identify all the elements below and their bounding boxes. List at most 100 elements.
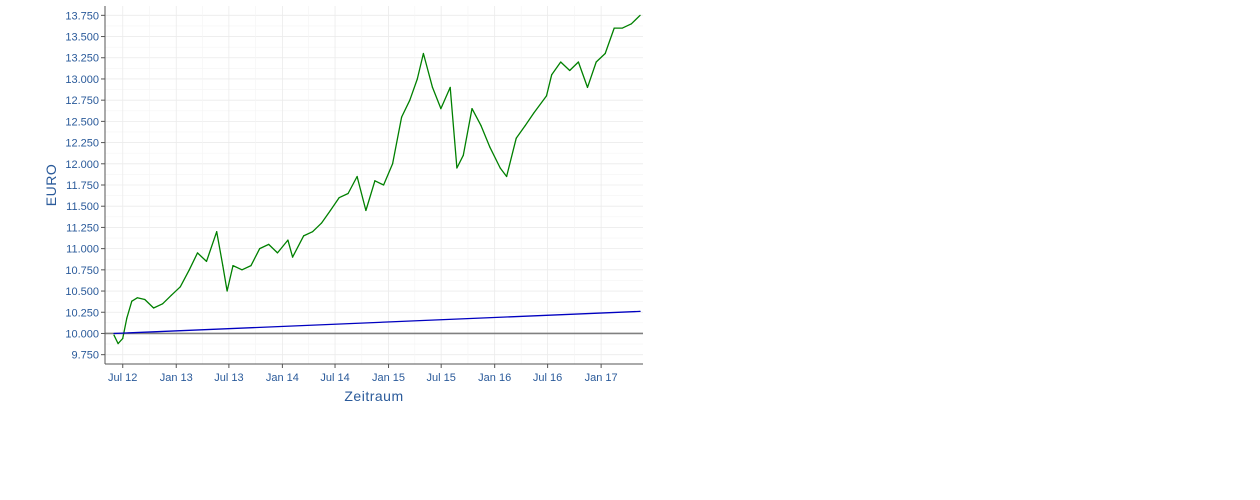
series-point bbox=[416, 78, 418, 80]
series-point bbox=[287, 239, 289, 241]
series-point bbox=[545, 95, 548, 97]
series-point bbox=[515, 137, 517, 139]
series-point bbox=[329, 209, 331, 212]
x-tick-label: Jul 13 bbox=[214, 372, 243, 384]
series-point bbox=[241, 269, 243, 271]
series-point bbox=[449, 86, 451, 89]
y-tick-label: 13.750 bbox=[65, 10, 99, 22]
series-point bbox=[117, 343, 119, 345]
series-point bbox=[639, 310, 641, 313]
series-point bbox=[347, 192, 349, 195]
y-axis-ticks: 9.750 10.000 10.250 10.500 10.750 11.000 11.25… bbox=[65, 10, 105, 362]
series-point bbox=[250, 264, 252, 267]
series-point bbox=[392, 163, 394, 165]
series-point bbox=[179, 286, 181, 288]
series-point bbox=[639, 14, 641, 16]
x-tick-label: Jan 13 bbox=[160, 372, 193, 384]
series-point bbox=[170, 294, 172, 296]
series-line-blue bbox=[113, 310, 641, 335]
y-tick-label: 11.000 bbox=[66, 244, 99, 256]
y-tick-label: 10.000 bbox=[65, 328, 99, 340]
series-point bbox=[356, 175, 358, 178]
x-tick-label: Jul 14 bbox=[320, 372, 349, 384]
x-tick-label: Jul 12 bbox=[108, 372, 137, 384]
y-tick-label: 13.000 bbox=[65, 74, 99, 86]
series-point bbox=[604, 52, 606, 55]
series-point bbox=[232, 264, 234, 267]
series-point bbox=[320, 222, 322, 224]
series-point bbox=[312, 231, 314, 233]
series-point bbox=[126, 317, 128, 319]
y-tick-label: 12.750 bbox=[65, 95, 99, 107]
series-point bbox=[113, 334, 115, 336]
series-point bbox=[188, 269, 190, 271]
series-point bbox=[524, 125, 526, 127]
series-point bbox=[205, 260, 208, 262]
x-axis-title: Zeitraum bbox=[344, 388, 403, 404]
y-tick-label: 10.750 bbox=[65, 265, 99, 277]
series-point bbox=[268, 243, 270, 245]
series-point bbox=[489, 146, 491, 148]
series-point bbox=[401, 116, 403, 118]
y-tick-label: 11.750 bbox=[66, 180, 99, 192]
series-point bbox=[113, 332, 115, 335]
series-point bbox=[161, 303, 164, 305]
series-point bbox=[374, 180, 376, 182]
series-point bbox=[131, 300, 133, 302]
series-point bbox=[577, 61, 580, 63]
y-tick-label: 10.250 bbox=[65, 307, 99, 319]
series-point bbox=[222, 264, 224, 267]
y-tick-label: 12.500 bbox=[65, 116, 99, 128]
series-point bbox=[551, 74, 553, 76]
series-point bbox=[586, 86, 589, 89]
series-point bbox=[560, 61, 562, 63]
series-point bbox=[440, 108, 442, 110]
y-tick-label: 9.750 bbox=[71, 350, 99, 362]
series-point bbox=[338, 197, 340, 199]
x-axis-ticks: Jul 12 Jan 13 Jul 13 Jan 14 Jul 14 Jan 15 Jul … bbox=[108, 364, 618, 384]
series-point bbox=[533, 112, 535, 114]
y-tick-label: 10.500 bbox=[65, 286, 99, 298]
series-point bbox=[409, 99, 411, 101]
series-point bbox=[259, 248, 261, 250]
y-tick-label: 13.250 bbox=[65, 53, 99, 65]
series-point bbox=[303, 235, 305, 237]
series-point bbox=[216, 231, 218, 233]
x-tick-label: Jan 15 bbox=[372, 372, 405, 384]
y-axis-title: EURO bbox=[43, 164, 59, 206]
series-point bbox=[144, 298, 146, 301]
series-point bbox=[499, 167, 501, 169]
series-point bbox=[630, 23, 632, 25]
x-tick-label: Jan 17 bbox=[585, 372, 618, 384]
grid bbox=[105, 6, 643, 364]
series-point bbox=[456, 167, 458, 169]
series-point bbox=[422, 52, 425, 55]
x-tick-label: Jul 15 bbox=[426, 372, 455, 384]
series-point bbox=[569, 69, 571, 72]
series-point bbox=[152, 307, 155, 309]
series-point bbox=[595, 61, 597, 63]
series-point bbox=[382, 184, 385, 186]
series-point bbox=[291, 256, 294, 258]
x-tick-label: Jan 14 bbox=[266, 372, 299, 384]
y-tick-label: 12.000 bbox=[65, 159, 99, 171]
x-tick-label: Jan 16 bbox=[478, 372, 511, 384]
series-point bbox=[365, 209, 367, 212]
series-point bbox=[621, 27, 623, 29]
series-line-green bbox=[113, 14, 641, 345]
series-point bbox=[471, 108, 473, 110]
series-point bbox=[613, 27, 615, 29]
y-tick-label: 11.500 bbox=[66, 201, 99, 213]
series-point bbox=[462, 154, 464, 156]
series-point bbox=[276, 252, 279, 254]
series-point bbox=[136, 297, 138, 299]
series-point bbox=[480, 125, 482, 127]
series-point bbox=[431, 86, 434, 89]
series-point bbox=[506, 175, 508, 178]
series-point bbox=[196, 252, 199, 254]
x-tick-label: Jul 16 bbox=[533, 372, 562, 384]
y-tick-label: 12.250 bbox=[65, 138, 99, 150]
series-point bbox=[122, 337, 124, 340]
series-point bbox=[226, 290, 228, 292]
